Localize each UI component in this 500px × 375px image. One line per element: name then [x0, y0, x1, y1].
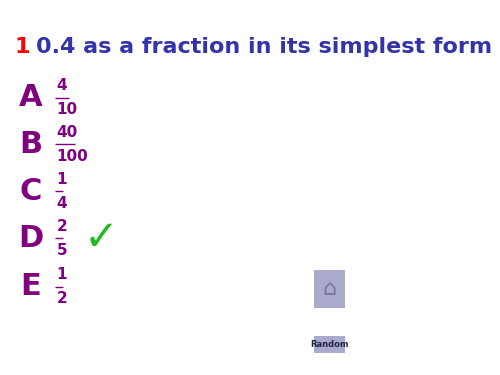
- Text: 2: 2: [56, 291, 67, 306]
- Text: 1: 1: [56, 172, 67, 187]
- Text: Random: Random: [310, 340, 348, 349]
- FancyBboxPatch shape: [314, 336, 345, 352]
- Text: ✓: ✓: [84, 217, 118, 259]
- Text: 2: 2: [56, 219, 67, 234]
- Text: E: E: [20, 272, 42, 302]
- Text: ⌂: ⌂: [322, 279, 336, 299]
- Text: 1: 1: [56, 267, 67, 282]
- Text: 10: 10: [56, 102, 78, 117]
- Text: 1: 1: [14, 37, 30, 57]
- Text: 0.4 as a fraction in its simplest form is: 0.4 as a fraction in its simplest form i…: [36, 37, 500, 57]
- FancyBboxPatch shape: [314, 270, 345, 308]
- Text: A: A: [19, 83, 43, 112]
- Text: C: C: [20, 177, 42, 206]
- Text: 5: 5: [56, 243, 67, 258]
- Text: B: B: [20, 130, 42, 159]
- Text: 4: 4: [56, 196, 67, 211]
- Text: 4: 4: [56, 78, 67, 93]
- Text: D: D: [18, 224, 44, 253]
- Text: 40: 40: [56, 125, 78, 140]
- Text: 100: 100: [56, 149, 88, 164]
